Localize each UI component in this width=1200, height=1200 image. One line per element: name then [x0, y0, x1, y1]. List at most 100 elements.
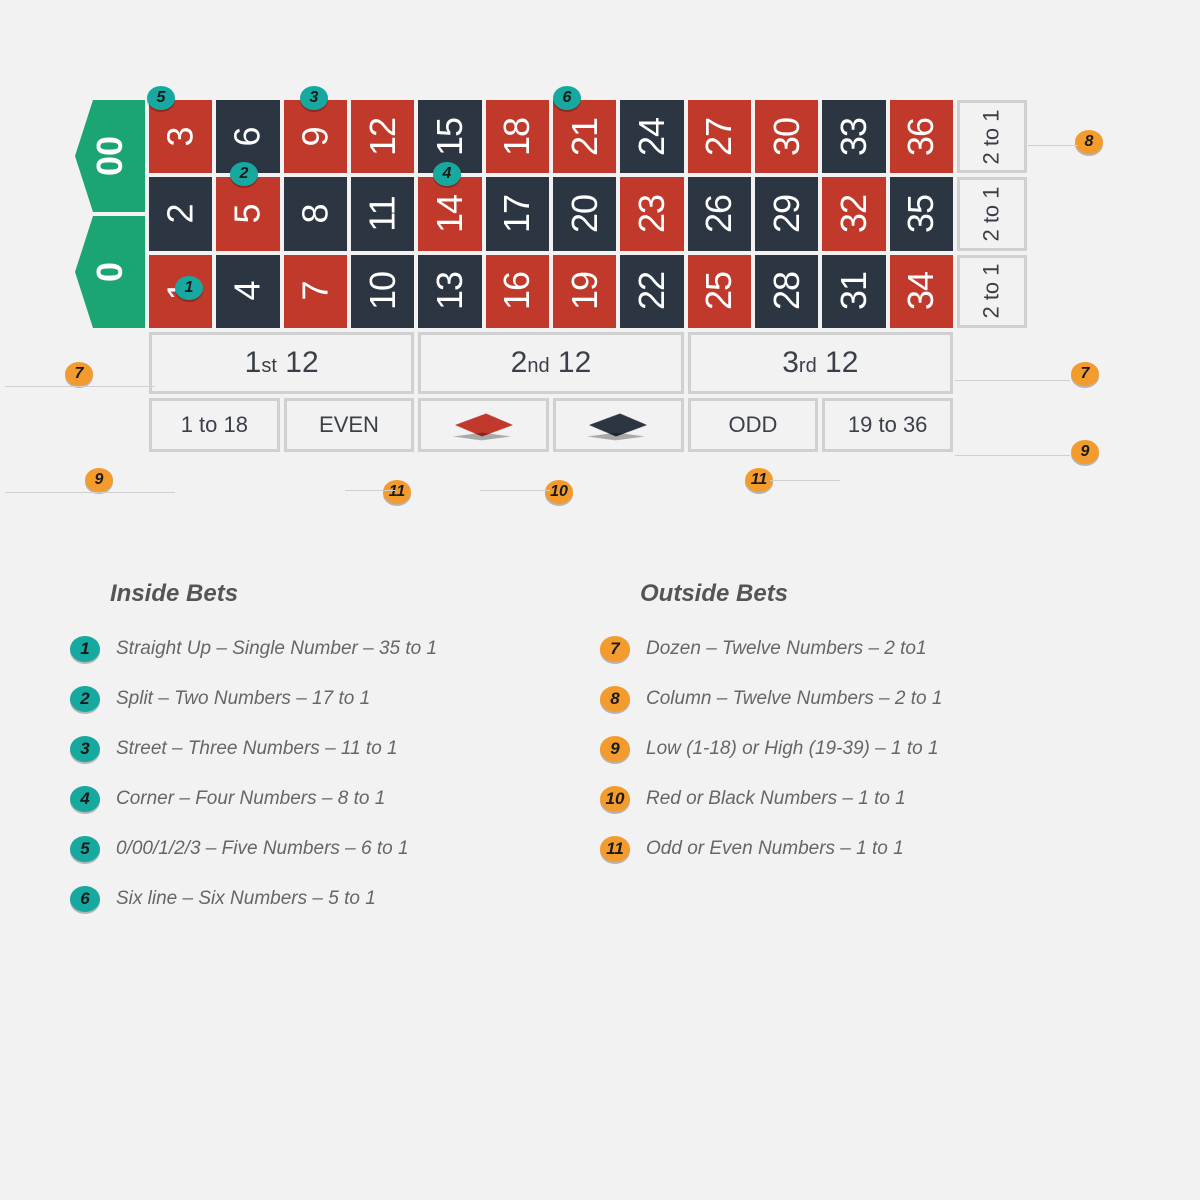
- bet-marker: 3: [300, 86, 328, 110]
- legend-item: 3 Street – Three Numbers – 11 to 1: [70, 736, 600, 762]
- number-cell: 31: [822, 255, 885, 328]
- outside-bets-column: Outside Bets 7Dozen – Twelve Numbers – 2…: [600, 580, 1130, 936]
- legend-item: 11 Odd or Even Numbers – 1 to 1: [600, 836, 1130, 862]
- column-bet-cell: 2 to 1: [957, 100, 1027, 173]
- bet-marker: 7: [65, 362, 93, 386]
- number-cell: 12: [351, 100, 414, 173]
- legend-badge: 6: [70, 886, 100, 912]
- number-cell: 14: [418, 177, 481, 250]
- number-cell: 4: [216, 255, 279, 328]
- legend-item: 1Straight Up – Single Number – 35 to 1: [70, 636, 600, 662]
- legend-item: 10 Red or Black Numbers – 1 to 1: [600, 786, 1130, 812]
- bet-marker: 2: [230, 162, 258, 186]
- number-cell: 2: [149, 177, 212, 250]
- number-cell: 36: [890, 100, 953, 173]
- legend-text: 0/00/1/2/3 – Five Numbers – 6 to 1: [116, 838, 409, 860]
- legend-badge: 3: [70, 736, 100, 762]
- bet-marker: 5: [147, 86, 175, 110]
- legend-item: 6Six line – Six Numbers – 5 to 1: [70, 886, 600, 912]
- outside-bet-cell: EVEN: [284, 398, 415, 452]
- legend-text: Red or Black Numbers – 1 to 1: [646, 788, 906, 810]
- legend-text: Dozen – Twelve Numbers – 2 to1: [646, 638, 927, 660]
- callout-line: [480, 490, 550, 491]
- column-bet-cell: 2 to 1: [957, 177, 1027, 250]
- bet-marker: 8: [1075, 130, 1103, 154]
- number-cell: 21: [553, 100, 616, 173]
- callout-line: [5, 386, 155, 387]
- number-cell: 26: [688, 177, 751, 250]
- number-cell: 29: [755, 177, 818, 250]
- number-cell: 33: [822, 100, 885, 173]
- inside-bets-column: Inside Bets 1Straight Up – Single Number…: [70, 580, 600, 936]
- legend-badge: 2: [70, 686, 100, 712]
- dozen-bets-row: 1st 122nd 123rd 12: [149, 332, 953, 394]
- dozen-cell: 3rd 12: [688, 332, 953, 394]
- number-cell: 32: [822, 177, 885, 250]
- column-bets: 2 to 12 to 12 to 1: [957, 100, 1027, 328]
- black-diamond-icon: [587, 414, 649, 437]
- legend-badge: 7: [600, 636, 630, 662]
- number-cell: 10: [351, 255, 414, 328]
- number-cell: 24: [620, 100, 683, 173]
- legend-text: Street – Three Numbers – 11 to 1: [116, 738, 398, 760]
- number-cell: 18: [486, 100, 549, 173]
- number-grid: 3691215182124273033362581114172023262932…: [149, 100, 953, 328]
- column-bet-cell: 2 to 1: [957, 255, 1027, 328]
- legend-badge: 11: [600, 836, 630, 862]
- dozen-cell: 2nd 12: [418, 332, 683, 394]
- number-cell: 13: [418, 255, 481, 328]
- bet-marker: 6: [553, 86, 581, 110]
- bet-marker: 11: [745, 468, 773, 492]
- zero-cell: 00: [75, 100, 145, 212]
- bet-marker: 1: [175, 276, 203, 300]
- legend-badge: 4: [70, 786, 100, 812]
- number-cell: 28: [755, 255, 818, 328]
- callout-line: [955, 380, 1070, 381]
- legend-text: Low (1-18) or High (19-39) – 1 to 1: [646, 738, 939, 760]
- outside-bets-row: 1 to 18EVENODD19 to 36: [149, 398, 953, 452]
- number-cell: 23: [620, 177, 683, 250]
- zero-cell: 0: [75, 216, 145, 328]
- inside-bets-title: Inside Bets: [110, 580, 600, 608]
- number-cell: 16: [486, 255, 549, 328]
- legend-badge: 1: [70, 636, 100, 662]
- number-cell: 9: [284, 100, 347, 173]
- legend-text: Split – Two Numbers – 17 to 1: [116, 688, 370, 710]
- callout-line: [955, 455, 1070, 456]
- number-cell: 22: [620, 255, 683, 328]
- dozen-cell: 1st 12: [149, 332, 414, 394]
- number-cell: 35: [890, 177, 953, 250]
- bet-marker: 7: [1071, 362, 1099, 386]
- legend-badge: 8: [600, 686, 630, 712]
- callout-line: [345, 490, 395, 491]
- number-cell: 27: [688, 100, 751, 173]
- zero-column: 000: [75, 100, 145, 328]
- legend-item: 2 Split – Two Numbers – 17 to 1: [70, 686, 600, 712]
- number-cell: 19: [553, 255, 616, 328]
- number-cell: 25: [688, 255, 751, 328]
- legend-badge: 10: [600, 786, 630, 812]
- bet-marker: 11: [383, 480, 411, 504]
- legend-badge: 5: [70, 836, 100, 862]
- legend: Inside Bets 1Straight Up – Single Number…: [70, 580, 1130, 936]
- legend-item: 5 0/00/1/2/3 – Five Numbers – 6 to 1: [70, 836, 600, 862]
- number-cell: 34: [890, 255, 953, 328]
- number-cell: 3: [149, 100, 212, 173]
- bet-marker: 9: [85, 468, 113, 492]
- number-cell: 7: [284, 255, 347, 328]
- number-cell: 17: [486, 177, 549, 250]
- callout-line: [5, 492, 175, 493]
- bet-marker: 10: [545, 480, 573, 504]
- legend-badge: 9: [600, 736, 630, 762]
- number-cell: 20: [553, 177, 616, 250]
- outside-bet-cell: [553, 398, 684, 452]
- callout-line: [770, 480, 840, 481]
- legend-item: 9 Low (1-18) or High (19-39) – 1 to 1: [600, 736, 1130, 762]
- legend-item: 8Column – Twelve Numbers – 2 to 1: [600, 686, 1130, 712]
- outside-bet-cell: 1 to 18: [149, 398, 280, 452]
- number-cell: 30: [755, 100, 818, 173]
- legend-item: 7 Dozen – Twelve Numbers – 2 to1: [600, 636, 1130, 662]
- legend-text: Odd or Even Numbers – 1 to 1: [646, 838, 904, 860]
- outside-bet-cell: 19 to 36: [822, 398, 953, 452]
- outside-bet-cell: [418, 398, 549, 452]
